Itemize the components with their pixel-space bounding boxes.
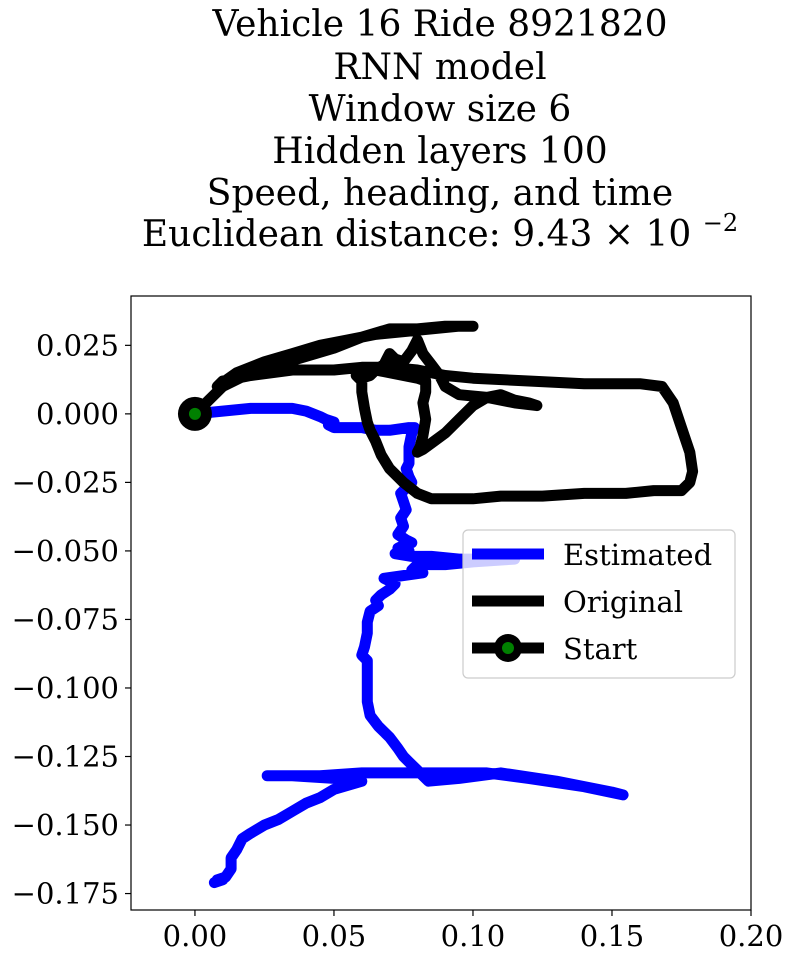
y-axis: 0.025 0.000 −0.025 −0.050 −0.075 −0.100 −0.125… bbox=[12, 328, 131, 911]
y-tick-label: −0.075 bbox=[12, 602, 119, 636]
legend-start-marker-dot bbox=[502, 642, 514, 654]
title-line-1: Vehicle 16 Ride 8921820 bbox=[211, 4, 667, 45]
title-metric-times: × bbox=[604, 214, 634, 255]
title-metric-exponent: −2 bbox=[703, 209, 738, 237]
series-line-original bbox=[189, 320, 699, 505]
series-layer bbox=[177, 320, 699, 889]
title-metric-prefix: Euclidean distance: 9.43 bbox=[142, 214, 592, 255]
x-axis: 0.00 0.05 0.10 0.15 0.20 bbox=[163, 910, 784, 953]
legend-original-label: Original bbox=[563, 585, 683, 619]
title-line-5: Speed, heading, and time bbox=[207, 173, 673, 214]
y-tick-label: 0.000 bbox=[36, 397, 119, 431]
legend-box bbox=[462, 529, 736, 679]
title-line-2: RNN model bbox=[333, 47, 546, 88]
x-tick-label: 0.10 bbox=[441, 919, 506, 953]
series-line-estimated bbox=[189, 402, 629, 889]
legend: Estimated Original Start bbox=[462, 529, 736, 679]
x-tick-label: 0.00 bbox=[163, 919, 228, 953]
y-tick-label: −0.100 bbox=[12, 671, 119, 705]
chart-title: Vehicle 16 Ride 8921820 RNN model Window… bbox=[142, 4, 738, 255]
start-marker-dot bbox=[188, 407, 201, 420]
x-tick-label: 0.05 bbox=[302, 919, 367, 953]
plot-frame bbox=[130, 295, 752, 911]
x-tick-label: 0.15 bbox=[580, 919, 645, 953]
y-tick-label: −0.175 bbox=[12, 877, 119, 911]
y-tick-label: −0.025 bbox=[12, 465, 119, 499]
y-tick-label: −0.150 bbox=[12, 808, 119, 842]
title-metric-base: 10 bbox=[645, 214, 691, 255]
x-tick-label: 0.20 bbox=[719, 919, 784, 953]
title-line-6: Euclidean distance: 9.43 × 10 −2 bbox=[142, 209, 738, 255]
y-tick-label: −0.125 bbox=[12, 740, 119, 774]
y-tick-label: −0.050 bbox=[12, 534, 119, 568]
legend-start-label: Start bbox=[563, 632, 638, 666]
title-line-3: Window size 6 bbox=[309, 89, 572, 130]
title-line-4: Hidden layers 100 bbox=[272, 131, 607, 172]
legend-estimated-label: Estimated bbox=[563, 538, 712, 572]
y-tick-label: 0.025 bbox=[36, 328, 119, 362]
